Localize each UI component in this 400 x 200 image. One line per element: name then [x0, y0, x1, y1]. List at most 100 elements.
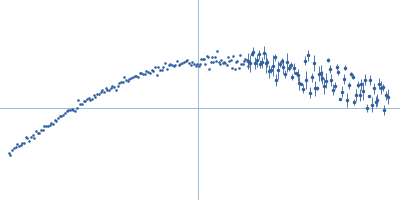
Point: [143, 70, 150, 73]
Point: [58, 115, 65, 118]
Point: [62, 112, 68, 115]
Point: [174, 60, 180, 63]
Point: [140, 72, 146, 75]
Point: [198, 57, 204, 61]
Point: [193, 65, 199, 68]
Point: [154, 73, 160, 77]
Point: [45, 124, 51, 128]
Point: [121, 75, 128, 78]
Point: [104, 89, 110, 92]
Point: [172, 64, 178, 67]
Point: [224, 64, 230, 67]
Point: [70, 109, 76, 112]
Point: [206, 68, 212, 71]
Point: [169, 63, 175, 67]
Point: [102, 87, 109, 90]
Point: [188, 63, 194, 66]
Point: [97, 90, 104, 94]
Point: [101, 90, 107, 93]
Point: [106, 88, 112, 91]
Point: [50, 122, 56, 125]
Point: [230, 54, 236, 57]
Point: [9, 148, 15, 152]
Point: [220, 62, 226, 65]
Point: [67, 108, 73, 111]
Point: [109, 85, 116, 88]
Point: [145, 71, 151, 74]
Point: [52, 119, 58, 122]
Point: [221, 61, 227, 64]
Point: [131, 74, 138, 77]
Point: [191, 63, 197, 66]
Point: [86, 97, 92, 100]
Point: [43, 124, 49, 127]
Point: [234, 60, 240, 63]
Point: [204, 54, 210, 58]
Point: [68, 107, 75, 110]
Point: [238, 63, 244, 66]
Point: [108, 86, 114, 89]
Point: [222, 62, 228, 65]
Point: [55, 116, 61, 119]
Point: [40, 129, 46, 132]
Point: [213, 59, 219, 62]
Point: [19, 142, 26, 145]
Point: [181, 61, 187, 64]
Point: [189, 60, 196, 63]
Point: [7, 154, 14, 157]
Point: [244, 58, 250, 62]
Point: [34, 132, 41, 135]
Point: [92, 95, 99, 99]
Point: [162, 61, 168, 64]
Point: [233, 61, 239, 64]
Point: [87, 98, 94, 101]
Point: [197, 63, 203, 66]
Point: [41, 124, 48, 128]
Point: [120, 80, 126, 83]
Point: [116, 81, 122, 85]
Point: [210, 61, 216, 64]
Point: [82, 99, 88, 103]
Point: [90, 93, 97, 96]
Point: [89, 97, 95, 100]
Point: [217, 63, 223, 66]
Point: [128, 76, 134, 79]
Point: [29, 134, 36, 137]
Point: [53, 119, 60, 122]
Point: [147, 72, 153, 75]
Point: [74, 107, 80, 110]
Point: [79, 103, 85, 106]
Point: [225, 55, 231, 58]
Point: [241, 60, 247, 63]
Point: [22, 136, 29, 139]
Point: [216, 60, 222, 63]
Point: [150, 69, 156, 72]
Point: [214, 49, 220, 52]
Point: [63, 110, 70, 113]
Point: [113, 88, 119, 91]
Point: [165, 63, 172, 67]
Point: [11, 146, 17, 149]
Point: [118, 80, 124, 83]
Point: [167, 63, 174, 66]
Point: [209, 55, 215, 58]
Point: [148, 68, 155, 71]
Point: [126, 77, 133, 81]
Point: [164, 67, 170, 71]
Point: [60, 113, 66, 116]
Point: [212, 55, 218, 58]
Point: [46, 124, 53, 127]
Point: [80, 100, 87, 103]
Point: [142, 72, 148, 76]
Point: [179, 61, 185, 65]
Point: [111, 85, 117, 89]
Point: [200, 57, 206, 61]
Point: [160, 65, 167, 69]
Point: [124, 80, 131, 83]
Point: [16, 145, 22, 148]
Point: [6, 151, 12, 155]
Point: [12, 145, 19, 148]
Point: [236, 67, 242, 70]
Point: [240, 63, 246, 66]
Point: [77, 102, 83, 106]
